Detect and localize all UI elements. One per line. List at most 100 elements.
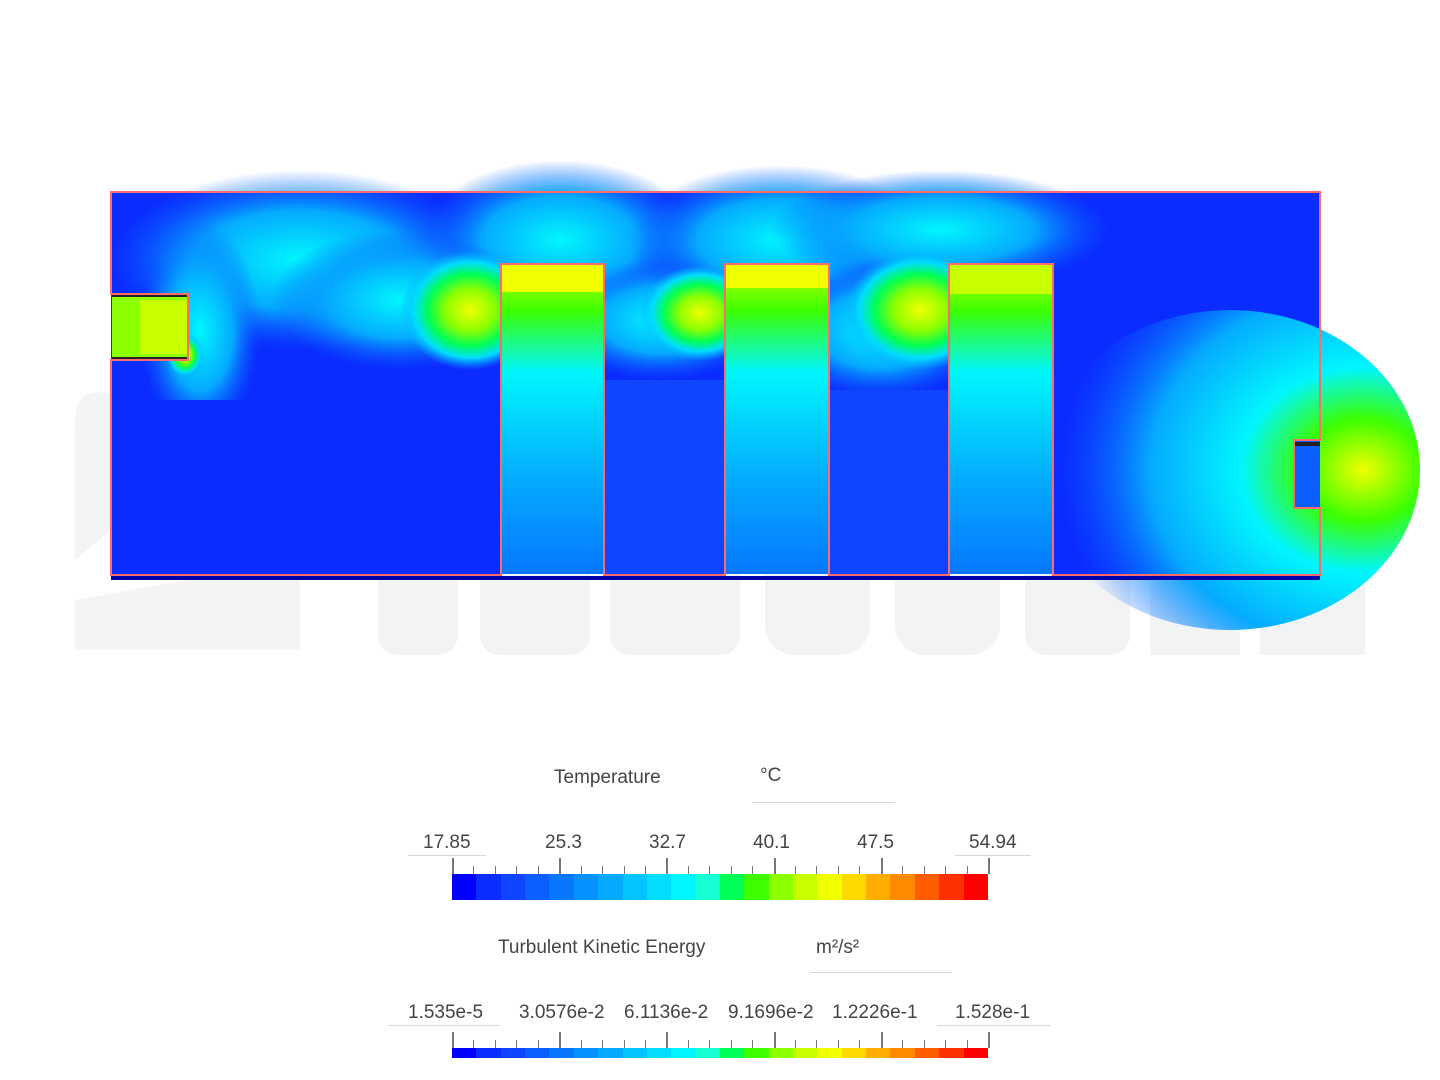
- color-swatch: [744, 1048, 769, 1058]
- tick-label: 1.535e-5: [408, 1002, 484, 1023]
- simulation-viewport[interactable]: [0, 0, 1440, 720]
- tke-legend: Turbulent Kinetic Energy m²/s² 1.535e-5 …: [0, 930, 1440, 1080]
- tick-mark: [816, 1040, 818, 1048]
- temperature-legend: Temperature °C 17.85 25.3 32.7 40.1 47.5…: [0, 760, 1440, 910]
- color-swatch: [549, 874, 574, 900]
- tick-mark: [623, 866, 625, 874]
- tick-mark: [602, 1040, 604, 1048]
- color-swatch: [646, 874, 672, 900]
- color-swatch: [963, 1048, 988, 1058]
- tick-mark: [945, 1040, 947, 1048]
- color-swatch: [793, 874, 818, 900]
- tick-mark: [988, 858, 990, 874]
- tick-mark: [902, 866, 904, 874]
- tick-mark: [966, 1040, 968, 1048]
- color-swatch: [646, 1048, 672, 1058]
- color-swatch: [500, 1048, 526, 1058]
- tick-mark: [730, 866, 732, 874]
- tick-marks: [452, 1032, 990, 1048]
- color-swatch: [866, 874, 891, 900]
- color-swatch: [841, 1048, 867, 1058]
- color-swatch: [476, 1048, 501, 1058]
- color-swatch: [793, 1048, 818, 1058]
- color-swatch: [841, 874, 867, 900]
- color-swatch: [768, 874, 794, 900]
- color-swatch: [598, 874, 623, 900]
- color-swatch: [695, 1048, 720, 1058]
- tick-mark: [816, 866, 818, 874]
- color-swatch: [744, 874, 769, 900]
- tick-mark: [945, 866, 947, 874]
- tick-mark: [837, 1040, 839, 1048]
- color-swatch: [549, 1048, 574, 1058]
- temperature-contour-plot[interactable]: [0, 0, 1440, 720]
- tick-mark: [923, 1040, 925, 1048]
- tick-mark: [902, 1040, 904, 1048]
- tick-mark: [795, 866, 797, 874]
- tick-mark: [730, 1040, 732, 1048]
- tick-mark: [644, 1040, 646, 1048]
- tick-mark: [452, 1032, 454, 1048]
- tick-mark: [859, 1040, 861, 1048]
- color-swatch: [452, 874, 477, 900]
- tick-label: 47.5: [857, 832, 894, 853]
- tick-mark: [516, 866, 518, 874]
- tick-label: 1.528e-1: [955, 1002, 1031, 1023]
- tick-mark: [494, 1040, 496, 1048]
- color-swatch: [671, 1048, 696, 1058]
- color-swatch: [622, 1048, 647, 1058]
- color-swatch: [817, 1048, 842, 1058]
- color-swatch: [525, 874, 550, 900]
- tick-label: 6.1136e-2: [624, 1002, 709, 1023]
- tick-mark: [923, 866, 925, 874]
- tick-mark: [452, 858, 454, 874]
- color-swatch: [525, 1048, 550, 1058]
- tick-mark: [473, 1040, 475, 1048]
- tick-mark: [623, 1040, 625, 1048]
- color-swatch: [914, 874, 940, 900]
- color-bar: [452, 1048, 988, 1058]
- tick-mark: [494, 866, 496, 874]
- tick-mark: [644, 866, 646, 874]
- tick-label: 25.3: [545, 832, 582, 853]
- tick-mark: [666, 1032, 669, 1048]
- color-swatch: [768, 1048, 794, 1058]
- unit-underline: [752, 802, 895, 803]
- tick-mark: [537, 1040, 539, 1048]
- tick-mark: [602, 866, 604, 874]
- tick-mark: [559, 1032, 562, 1048]
- tick-mark: [666, 858, 669, 874]
- tick-mark: [988, 1032, 990, 1048]
- label-underline-left: [408, 855, 486, 856]
- tick-marks: [452, 858, 990, 874]
- color-swatch: [817, 874, 842, 900]
- color-bar: [452, 874, 988, 900]
- tick-mark: [752, 866, 754, 874]
- tick-mark: [752, 1040, 754, 1048]
- tick-mark: [880, 1032, 883, 1048]
- tick-mark: [837, 866, 839, 874]
- tick-mark: [880, 858, 883, 874]
- color-swatch: [573, 874, 599, 900]
- tick-mark: [580, 1040, 582, 1048]
- label-underline-left: [388, 1025, 500, 1026]
- color-swatch: [598, 1048, 623, 1058]
- tick-mark: [516, 1040, 518, 1048]
- color-swatch: [914, 1048, 940, 1058]
- tick-label: 1.2226e-1: [832, 1002, 918, 1023]
- tick-label: 32.7: [649, 832, 686, 853]
- color-swatch: [719, 874, 745, 900]
- tick-mark: [859, 866, 861, 874]
- color-swatch: [573, 1048, 599, 1058]
- legend-unit: °C: [760, 765, 782, 786]
- tick-label: 54.94: [969, 832, 1017, 853]
- tick-mark: [795, 1040, 797, 1048]
- color-swatch: [939, 874, 964, 900]
- color-swatch: [500, 874, 526, 900]
- tick-label: 40.1: [753, 832, 790, 853]
- legend-unit: m²/s²: [816, 937, 860, 958]
- tick-mark: [709, 1040, 711, 1048]
- label-underline-right: [955, 855, 1031, 856]
- tick-mark: [687, 866, 689, 874]
- tick-mark: [537, 866, 539, 874]
